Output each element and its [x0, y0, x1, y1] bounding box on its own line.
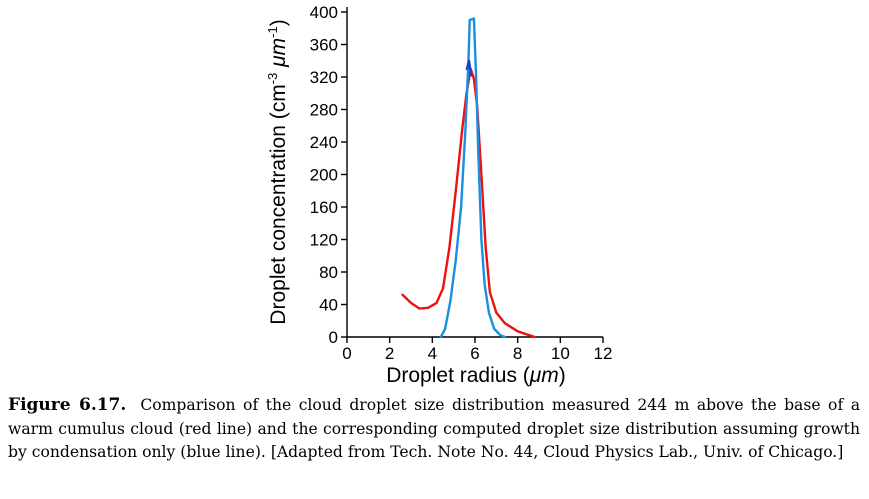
figure-caption: Figure 6.17. Comparison of the cloud drop…	[8, 394, 860, 465]
y-tick-label: 80	[319, 263, 338, 282]
series-lines	[401, 17, 536, 339]
y-tick-label: 40	[319, 296, 338, 315]
y-tick-label: 120	[310, 231, 338, 250]
x-tick-label: 4	[428, 344, 437, 363]
y-tick-label: 0	[329, 328, 338, 347]
y-tick-label: 160	[310, 198, 338, 217]
y-tick-label: 400	[310, 3, 338, 22]
y-tick-label: 360	[310, 36, 338, 55]
x-tick-label: 10	[551, 344, 570, 363]
y-ticks: 0 40 80 120 160 200 240 280 320 360 400	[310, 3, 347, 347]
y-tick-label: 240	[310, 133, 338, 152]
series-line-3	[465, 59, 473, 77]
x-tick-label: 2	[385, 344, 394, 363]
series-line-1	[401, 67, 536, 339]
series-line-2	[439, 17, 507, 339]
x-tick-label: 6	[470, 344, 479, 363]
x-ticks: 0 2 4 6 8 10 12	[342, 337, 612, 363]
x-axis-title: Droplet radius (μm)	[386, 364, 566, 387]
y-axis-title: Droplet concentration (cm-3 μm-1)	[265, 19, 290, 324]
x-tick-label: 8	[513, 344, 522, 363]
caption-text: Comparison of the cloud droplet size dis…	[8, 396, 860, 461]
figure-label: Figure 6.17.	[8, 395, 127, 415]
y-tick-label: 200	[310, 166, 338, 185]
x-tick-label: 0	[342, 344, 351, 363]
y-tick-label: 320	[310, 68, 338, 87]
y-tick-label: 280	[310, 101, 338, 120]
x-tick-label: 12	[594, 344, 613, 363]
